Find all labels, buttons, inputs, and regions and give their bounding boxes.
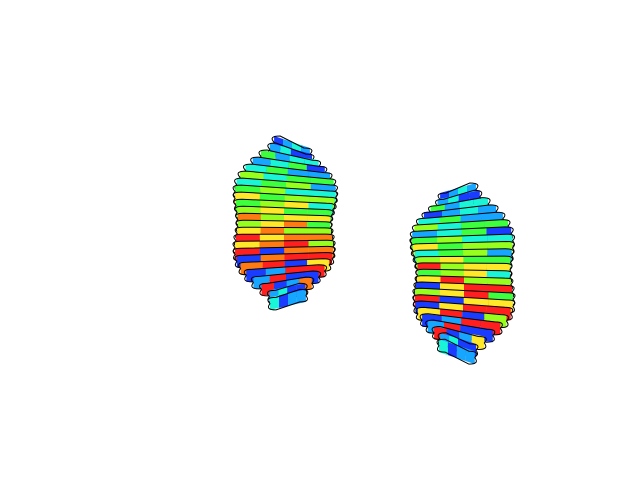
right-sliced-blob	[409, 182, 516, 365]
slice-segment	[270, 295, 279, 310]
slice	[436, 338, 478, 365]
slice	[267, 288, 309, 311]
slice-outline	[259, 276, 315, 297]
slice-segment	[465, 348, 475, 365]
slice-outline	[250, 270, 322, 290]
slice-segment	[279, 293, 288, 308]
slice-segment	[456, 345, 466, 362]
slice-outline	[267, 288, 309, 311]
slice-outline	[419, 313, 503, 336]
slice-outline	[431, 326, 487, 350]
slice-outline	[415, 306, 509, 329]
slice-outline	[436, 338, 478, 365]
slice-segment	[439, 339, 448, 356]
slice-outline	[243, 264, 328, 283]
slice-segment	[296, 289, 306, 304]
slice-segment	[447, 342, 457, 359]
slice-outline	[234, 252, 335, 269]
slice-outline	[238, 258, 332, 276]
slice-segment	[288, 291, 297, 306]
slice-outline	[425, 319, 496, 343]
slice-outline	[232, 245, 336, 262]
left-sliced-blob	[232, 135, 339, 311]
